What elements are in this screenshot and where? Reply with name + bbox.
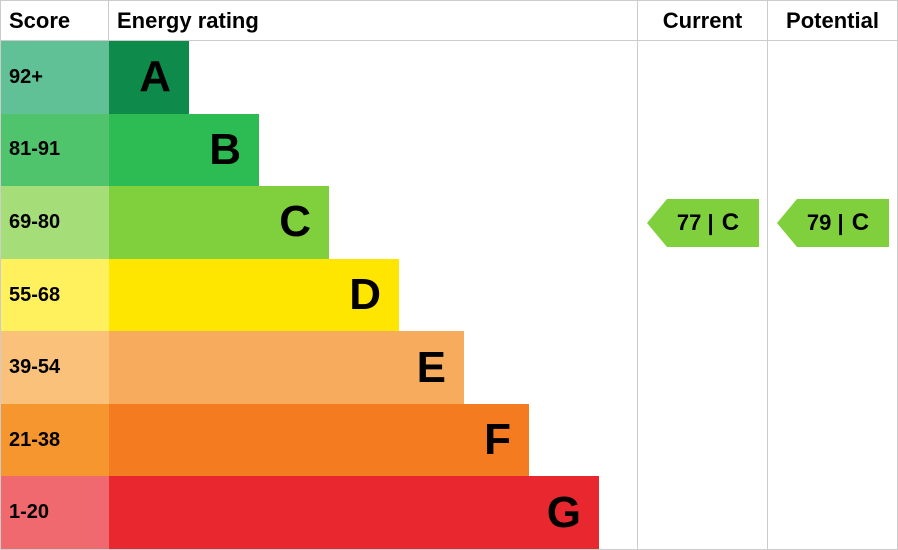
band-letter-f: F bbox=[484, 418, 511, 462]
band-letter-e: E bbox=[417, 346, 446, 390]
band-letter-d: D bbox=[349, 273, 381, 317]
band-letter-g: G bbox=[547, 491, 581, 535]
header-potential: Potential bbox=[767, 1, 897, 40]
band-score-e: 39-54 bbox=[1, 331, 109, 404]
header-current: Current bbox=[637, 1, 767, 40]
band-row-f: 21-38 F bbox=[1, 404, 637, 477]
rating-arrow: 77 | C bbox=[647, 199, 759, 247]
band-bar-d: D bbox=[109, 259, 399, 332]
column-potential: 79 | C bbox=[767, 41, 897, 549]
rating-arrow-label: 79 | C bbox=[797, 209, 869, 237]
header-score: Score bbox=[1, 1, 109, 40]
band-letter-b: B bbox=[209, 128, 241, 172]
header-row: Score Energy rating Current Potential bbox=[1, 1, 897, 41]
band-bar-c: C bbox=[109, 186, 329, 259]
band-row-a: 92+ A bbox=[1, 41, 637, 114]
band-score-f: 21-38 bbox=[1, 404, 109, 477]
band-row-d: 55-68 D bbox=[1, 259, 637, 332]
band-row-c: 69-80 C bbox=[1, 186, 637, 259]
band-score-d: 55-68 bbox=[1, 259, 109, 332]
band-score-g: 1-20 bbox=[1, 476, 109, 549]
rating-arrow-letter: C bbox=[852, 209, 869, 236]
band-letter-a: A bbox=[139, 55, 171, 99]
rating-arrow: 79 | C bbox=[777, 199, 889, 247]
band-row-g: 1-20 G bbox=[1, 476, 637, 549]
bars-area: 92+ A 81-91 B 69-80 C 55-68 D 39-54 E 21-38 F 1-20 G bbox=[1, 41, 637, 549]
body-area: 92+A81-91B69-80C55-68D39-54E21-38F1-20G … bbox=[1, 41, 897, 549]
band-score-a: 92+ bbox=[1, 41, 109, 114]
band-letter-c: C bbox=[279, 200, 311, 244]
band-score-b: 81-91 bbox=[1, 114, 109, 187]
header-rating: Energy rating bbox=[109, 1, 637, 40]
column-current: 77 | C bbox=[637, 41, 767, 549]
band-row-e: 39-54 E bbox=[1, 331, 637, 404]
band-bar-b: B bbox=[109, 114, 259, 187]
band-bar-g: G bbox=[109, 476, 599, 549]
band-bar-f: F bbox=[109, 404, 529, 477]
band-row-b: 81-91 B bbox=[1, 114, 637, 187]
epc-chart: Score Energy rating Current Potential 92… bbox=[0, 0, 898, 550]
band-score-c: 69-80 bbox=[1, 186, 109, 259]
band-bar-e: E bbox=[109, 331, 464, 404]
band-bar-a: A bbox=[109, 41, 189, 114]
rating-arrow-label: 77 | C bbox=[667, 209, 739, 237]
rating-arrow-letter: C bbox=[722, 209, 739, 236]
right-columns: 77 | C 79 | C bbox=[637, 41, 897, 549]
